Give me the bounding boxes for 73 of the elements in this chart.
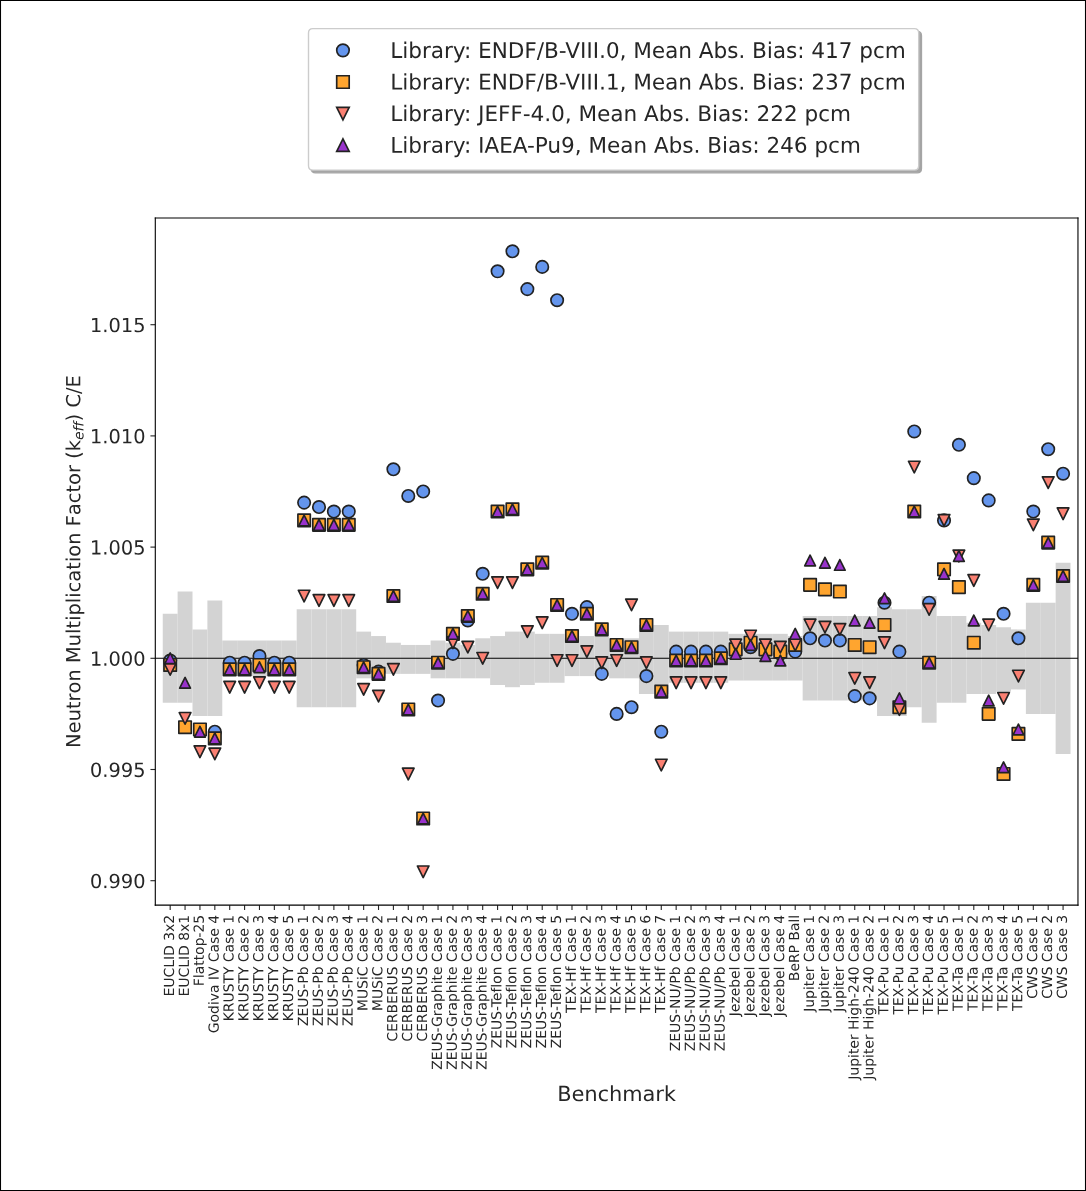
x-tick-label: Jupiter High-240 Case 1 [848, 916, 862, 1081]
x-tick-label: Godiva IV Case 4 [208, 915, 219, 1033]
x-tick-label: BeRP Ball [788, 916, 800, 980]
y-axis-title: Neutron Multiplication Factor (k$_{eff}$) C/E [65, 376, 85, 747]
x-tick-label: CERBERUS Case 1 [386, 916, 398, 1041]
legend-label: Library: IAEA-Pu9, Mean Abs. Bias: 246 pcm [392, 136, 860, 158]
x-tick-label: KRUSTY Case 2 [238, 916, 249, 1020]
x-tick-label: TEX-Pu Case 5 [937, 916, 949, 1015]
x-tick-label: Jupiter High-240 Case 2 [862, 916, 877, 1081]
x-tick-label: TEX-Ta Case 2 [967, 916, 978, 1012]
x-tick-label: ZEUS-NU/Pb Case 2 [684, 916, 697, 1051]
x-tick-label: Jezebel Case 3 [758, 916, 773, 1017]
x-tick-label: MUSiC Case 2 [371, 916, 383, 1010]
legend-label: Library: ENDF/B-VIII.0, Mean Abs. Bias: 417 pcm [392, 41, 904, 63]
x-tick-label: CERBERUS Case 2 [401, 916, 413, 1041]
x-tick-label: ZEUS-Pb Case 1 [297, 916, 309, 1026]
x-tick-label: TEX-Hf Case 3 [595, 915, 606, 1013]
x-tick-label: ZEUS-Teflon Case 2 [505, 916, 517, 1048]
y-tick-label: 1.010 [92, 428, 145, 444]
x-tick-label: TEX-Hf Case 5 [624, 916, 636, 1013]
x-tick-label: Flattop-25 [193, 916, 207, 985]
x-tick-label: ZEUS-NU/Pb Case 3 [699, 915, 712, 1051]
x-tick-label: Jezebel Case 1 [728, 916, 743, 1017]
x-tick-label: ZEUS-Teflon Case 3 [520, 915, 532, 1048]
x-tick-label: TEX-Pu Case 2 [892, 916, 904, 1015]
x-tick-label: Jezebel Case 2 [743, 916, 758, 1017]
legend-label: Library: ENDF/B-VIII.1, Mean Abs. Bias: 237 pcm [392, 73, 904, 94]
x-tick-label: ZEUS-Pb Case 3 [327, 915, 338, 1026]
x-axis-title: Benchmark [559, 1085, 676, 1102]
x-tick-label: Jupiter Case 3 [833, 916, 847, 1013]
x-tick-label: KRUSTY Case 4 [267, 915, 279, 1020]
x-tick-label: ZEUS-Graphite Case 4 [475, 915, 490, 1070]
x-tick-label: CWS Case 3 [1056, 916, 1068, 999]
x-tick-label: MUSiC Case 1 [356, 916, 368, 1010]
x-tick-label: CERBERUS Case 3 [416, 916, 428, 1041]
x-tick-label: ZEUS-Graphite Case 1 [431, 916, 445, 1070]
x-tick-label: TEX-Hf Case 1 [565, 916, 577, 1013]
x-tick-label: EUCLID 8x1 [178, 916, 190, 995]
x-tick-label: KRUSTY Case 5 [282, 916, 294, 1020]
y-tick-label: 1.000 [92, 651, 145, 666]
x-tick-label: ZEUS-Graphite Case 3 [461, 915, 475, 1070]
x-tick-label: Jezebel Case 4 [773, 915, 787, 1017]
y-tick-label: 1.005 [92, 540, 144, 555]
x-tick-label: TEX-Pu Case 1 [878, 916, 889, 1015]
x-tick-label: TEX-Ta Case 3 [982, 915, 993, 1012]
x-tick-label: ZEUS-NU/Pb Case 1 [669, 916, 682, 1051]
x-tick-label: TEX-Hf Case 7 [654, 916, 666, 1013]
x-tick-label: TEX-Hf Case 4 [609, 915, 621, 1013]
x-tick-label: ZEUS-Teflon Case 4 [535, 915, 547, 1048]
x-tick-label: CWS Case 2 [1041, 916, 1053, 999]
x-tick-label: Jupiter Case 1 [803, 916, 817, 1013]
x-tick-label: TEX-Ta Case 1 [952, 916, 963, 1012]
x-tick-label: TEX-Pu Case 4 [922, 915, 934, 1015]
legend-label: Library: JEFF-4.0, Mean Abs. Bias: 222 pcm [392, 104, 850, 126]
y-tick-label: 0.995 [91, 762, 144, 778]
x-tick-label: ZEUS-Pb Case 2 [312, 916, 324, 1026]
x-tick-label: TEX-Ta Case 4 [997, 915, 1008, 1012]
x-tick-label: CWS Case 1 [1026, 916, 1038, 999]
x-tick-label: ZEUS-NU/Pb Case 4 [714, 915, 726, 1051]
x-tick-label: ZEUS-Teflon Case 1 [490, 916, 502, 1048]
x-tick-label: KRUSTY Case 3 [252, 915, 264, 1020]
y-tick-label: 1.015 [92, 317, 144, 333]
x-tick-label: EUCLID 3x2 [163, 916, 175, 995]
x-tick-label: KRUSTY Case 1 [223, 916, 234, 1020]
x-tick-label: TEX-Hf Case 6 [639, 915, 651, 1013]
x-tick-label: ZEUS-Teflon Case 5 [550, 916, 562, 1048]
x-tick-label: TEX-Ta Case 5 [1011, 916, 1023, 1012]
x-tick-label: TEX-Hf Case 2 [580, 916, 591, 1013]
y-tick-label: 0.990 [91, 873, 145, 889]
x-tick-label: ZEUS-Pb Case 4 [342, 915, 353, 1026]
x-tick-label: TEX-Pu Case 3 [907, 915, 919, 1015]
x-tick-label: Jupiter Case 2 [818, 916, 832, 1013]
x-tick-label: ZEUS-Graphite Case 2 [446, 916, 460, 1070]
